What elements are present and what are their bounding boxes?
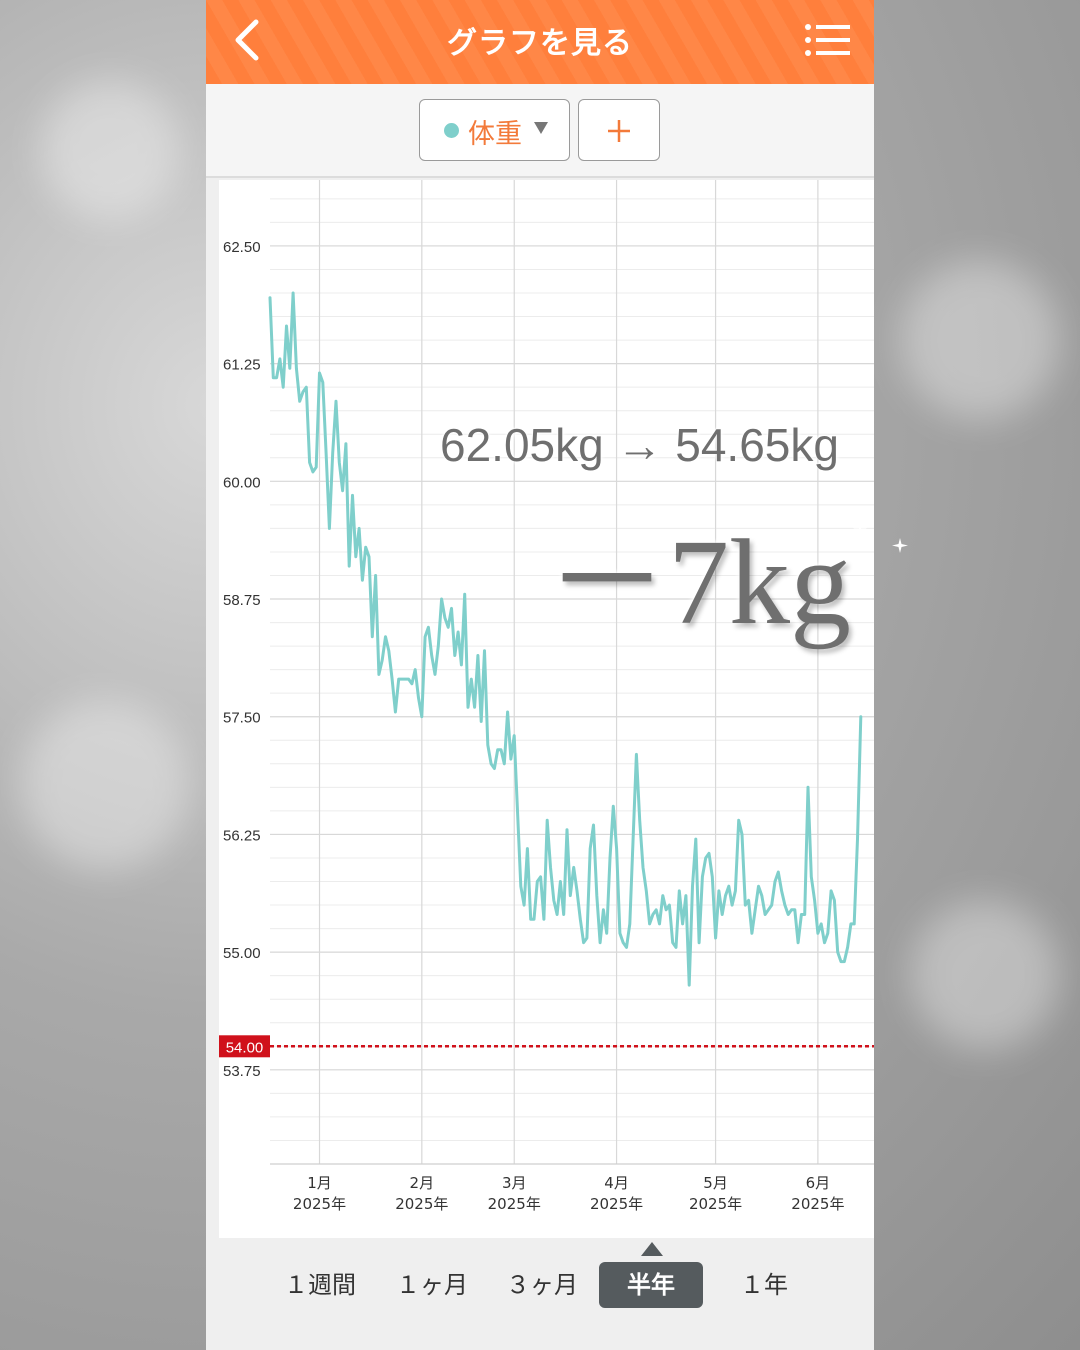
tab-3-months[interactable]: ３ヶ月	[506, 1271, 578, 1299]
app-header: グラフを見る	[206, 0, 874, 84]
chart-panel: 62.50 61.25 60.00 58.75 57.50 56.25 55.00 53.75…	[219, 180, 874, 1238]
tab-1-year[interactable]: １年	[740, 1271, 788, 1299]
x-tick-year: 2025年	[395, 1195, 448, 1213]
add-metric-button[interactable]	[578, 99, 660, 161]
plus-icon	[608, 120, 630, 142]
x-tick-year: 2025年	[293, 1195, 346, 1213]
x-tick-year: 2025年	[590, 1195, 643, 1213]
background-bokeh	[910, 900, 1060, 1050]
x-tick-month: 4月	[604, 1174, 629, 1192]
background-bokeh	[40, 80, 180, 220]
y-tick-label: 53.75	[223, 1063, 261, 1080]
y-tick-label: 62.50	[223, 239, 261, 256]
metric-label: 体重	[468, 119, 522, 150]
x-tick-year: 2025年	[488, 1195, 541, 1213]
series-color-dot	[444, 123, 459, 138]
goal-label: 54.00	[226, 1039, 264, 1056]
x-tick-month: 2月	[410, 1174, 435, 1192]
sparkle-icon	[848, 510, 908, 553]
caret-down-icon	[534, 122, 548, 134]
app-screen: グラフを見る 体重 62.50 61.25 60.00 58.75 57.50 56.25…	[206, 0, 874, 1350]
graph-selector-bar: 体重	[206, 84, 874, 178]
x-tick-year: 2025年	[689, 1195, 742, 1213]
chevron-left-icon[interactable]	[228, 18, 268, 62]
x-tick-month: 6月	[806, 1174, 831, 1192]
y-tick-label: 57.50	[223, 710, 261, 727]
goal-label-box	[219, 1035, 270, 1058]
y-tick-label: 55.00	[223, 945, 261, 962]
y-tick-label: 61.25	[223, 357, 261, 374]
tab-1-month[interactable]: １ヶ月	[396, 1271, 468, 1299]
list-menu-icon[interactable]	[804, 22, 850, 58]
x-tick-year: 2025年	[791, 1195, 844, 1213]
x-tick-month: 5月	[703, 1174, 728, 1192]
y-tick-label: 56.25	[223, 827, 261, 844]
x-tick-month: 1月	[307, 1174, 332, 1192]
tab-1-week[interactable]: １週間	[284, 1271, 356, 1299]
y-tick-label: 60.00	[223, 474, 261, 491]
page-title: グラフを見る	[447, 26, 633, 61]
background-bokeh	[20, 700, 190, 870]
tab-half-year[interactable]: 半年	[599, 1262, 703, 1308]
weight-loss-headline: －7kg	[546, 515, 851, 650]
x-tick-month: 3月	[502, 1174, 527, 1192]
active-tab-pointer	[641, 1242, 663, 1256]
weight-line-chart: 62.50 61.25 60.00 58.75 57.50 56.25 55.00 53.75…	[219, 180, 874, 1213]
weight-series-line	[268, 291, 863, 987]
metric-dropdown[interactable]: 体重	[419, 99, 570, 161]
weight-change-caption: 62.05kg → 54.65kg	[440, 419, 839, 471]
y-tick-label: 58.75	[223, 592, 261, 609]
background-bokeh	[900, 260, 1060, 420]
period-tabs: １週間 １ヶ月 ３ヶ月 半年 １年	[206, 1238, 874, 1350]
